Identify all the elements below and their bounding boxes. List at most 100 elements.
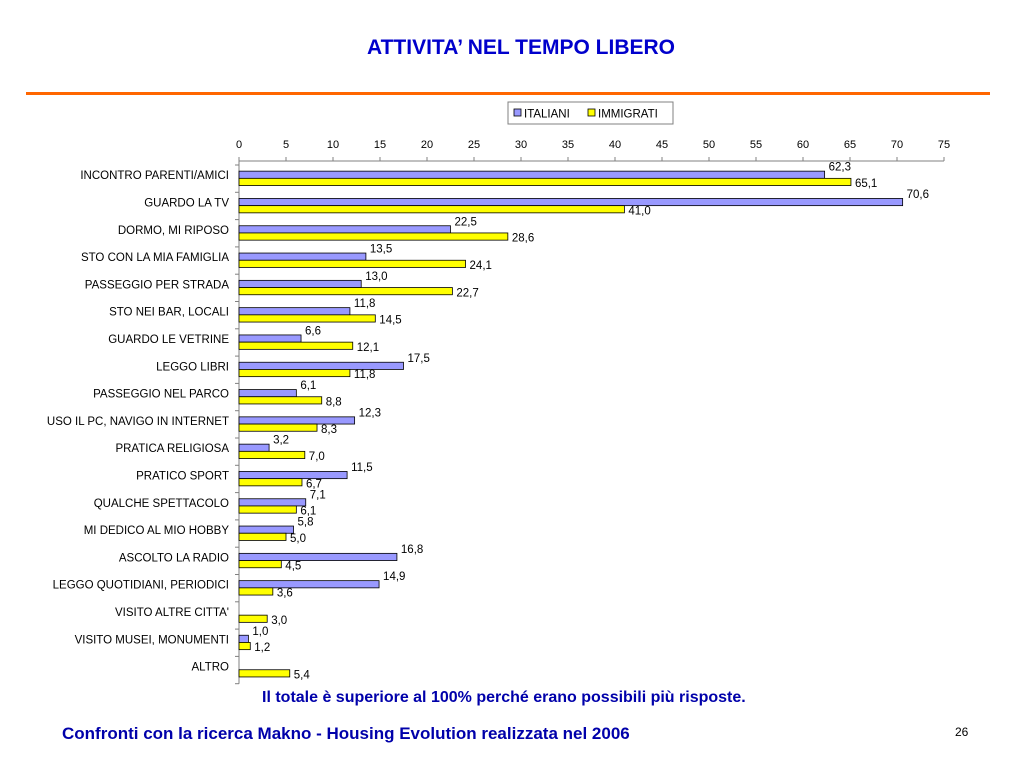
bar-italiani — [238, 279, 362, 288]
category-label: LEGGO QUOTIDIANI, PERIODICI — [53, 580, 229, 592]
data-label-immigrati: 65,1 — [855, 178, 877, 190]
category-label: PASSEGGIO NEL PARCO — [93, 389, 229, 401]
bar-immigrati — [238, 614, 268, 623]
bar-immigrati — [238, 287, 453, 296]
data-label-immigrati: 7,0 — [309, 451, 325, 463]
x-tick-label: 0 — [236, 139, 242, 151]
x-tick-label: 65 — [844, 139, 856, 151]
data-label-immigrati: 24,1 — [470, 260, 492, 272]
bar-italiani — [238, 525, 294, 534]
data-label-immigrati: 1,2 — [254, 642, 270, 654]
bar-immigrati — [238, 177, 852, 186]
bar-italiani — [238, 416, 356, 425]
data-label-italiani: 13,5 — [370, 244, 392, 256]
data-label-immigrati: 12,1 — [357, 342, 379, 354]
data-label-immigrati: 22,7 — [456, 287, 478, 299]
bar-immigrati — [238, 532, 287, 541]
category-label: STO CON LA MIA FAMIGLIA — [81, 252, 229, 264]
category-label: PRATICA RELIGIOSA — [115, 443, 229, 455]
data-label-immigrati: 41,0 — [628, 205, 650, 217]
bar-immigrati — [238, 669, 291, 678]
bar-immigrati — [238, 450, 306, 459]
x-tick-label: 50 — [703, 139, 715, 151]
data-label-italiani: 6,6 — [305, 325, 321, 337]
bar-immigrati — [238, 369, 351, 378]
category-label: PASSEGGIO PER STRADA — [85, 279, 230, 291]
bar-italiani — [238, 580, 380, 589]
data-label-immigrati: 11,8 — [354, 369, 376, 381]
x-tick-label: 75 — [938, 139, 950, 151]
data-label-italiani: 14,9 — [383, 571, 405, 583]
x-tick-label: 70 — [891, 139, 903, 151]
footer-text: Confronti con la ricerca Makno - Housing… — [62, 724, 630, 743]
category-label: STO NEI BAR, LOCALI — [109, 307, 229, 319]
category-label: GUARDO LE VETRINE — [108, 334, 229, 346]
legend-swatch-italiani — [513, 108, 522, 117]
data-label-italiani: 12,3 — [359, 407, 381, 419]
data-label-italiani: 5,8 — [298, 517, 314, 529]
x-tick-label: 5 — [283, 139, 289, 151]
bar-italiani — [238, 198, 904, 207]
data-label-italiani: 11,8 — [354, 298, 376, 310]
bar-italiani — [238, 361, 404, 370]
category-label: GUARDO LA TV — [144, 197, 229, 209]
bar-italiani — [238, 443, 270, 452]
data-label-italiani: 17,5 — [408, 353, 430, 365]
bar-italiani — [238, 334, 302, 343]
category-label: LEGGO LIBRI — [156, 361, 229, 373]
x-tick-label: 55 — [750, 139, 762, 151]
data-label-italiani: 3,2 — [273, 435, 289, 447]
x-tick-label: 40 — [609, 139, 621, 151]
category-label: DORMO, MI RIPOSO — [118, 225, 229, 237]
category-label: QUALCHE SPETTACOLO — [94, 498, 229, 510]
data-label-immigrati: 5,4 — [294, 669, 311, 681]
data-label-italiani: 11,5 — [351, 462, 373, 474]
category-label: VISITO MUSEI, MONUMENTI — [75, 634, 229, 646]
category-label: VISITO ALTRE CITTA' — [115, 607, 229, 619]
x-tick-label: 20 — [421, 139, 433, 151]
category-label: PRATICO SPORT — [136, 470, 229, 482]
data-label-italiani: 70,6 — [907, 189, 929, 201]
bar-italiani — [238, 170, 826, 179]
legend-label-immigrati: IMMIGRATI — [598, 109, 658, 121]
category-label: ASCOLTO LA RADIO — [119, 552, 229, 564]
data-label-italiani: 13,0 — [365, 271, 387, 283]
category-label: MI DEDICO AL MIO HOBBY — [84, 525, 230, 537]
legend-label-italiani: ITALIANI — [524, 109, 570, 121]
bar-immigrati — [238, 205, 625, 214]
bar-immigrati — [238, 478, 303, 487]
bar-immigrati — [238, 396, 323, 405]
bar-immigrati — [238, 314, 376, 323]
bar-italiani — [238, 307, 351, 316]
legend-swatch-immigrati — [587, 108, 596, 117]
bar-immigrati — [238, 423, 318, 432]
page-number: 26 — [955, 725, 969, 739]
data-label-immigrati: 8,3 — [321, 424, 337, 436]
bar-immigrati — [238, 259, 466, 268]
data-label-immigrati: 8,8 — [326, 396, 342, 408]
bar-immigrati — [238, 232, 509, 241]
data-label-italiani: 22,5 — [455, 216, 477, 228]
x-tick-label: 35 — [562, 139, 574, 151]
category-label: INCONTRO PARENTI/AMICI — [80, 170, 229, 182]
bar-italiani — [238, 389, 297, 398]
data-label-immigrati: 3,0 — [271, 615, 287, 627]
data-label-immigrati: 28,6 — [512, 233, 534, 245]
bar-italiani — [238, 252, 367, 261]
data-label-immigrati: 14,5 — [379, 315, 401, 327]
bar-italiani — [238, 471, 348, 480]
bar-immigrati — [238, 505, 297, 514]
data-label-italiani: 62,3 — [829, 162, 851, 174]
note-text: Il totale è superiore al 100% perché era… — [262, 689, 746, 706]
data-label-italiani: 16,8 — [401, 544, 423, 556]
bar-italiani — [238, 498, 307, 507]
x-tick-label: 60 — [797, 139, 809, 151]
x-tick-label: 30 — [515, 139, 527, 151]
category-label: ALTRO — [192, 662, 230, 674]
slide-title: ATTIVITA’ NEL TEMPO LIBERO — [366, 36, 676, 59]
x-tick-label: 15 — [374, 139, 386, 151]
data-label-immigrati: 6,1 — [300, 506, 316, 518]
bar-immigrati — [238, 587, 274, 596]
data-label-immigrati: 6,7 — [306, 478, 322, 490]
category-label: USO IL PC, NAVIGO IN INTERNET — [47, 416, 229, 428]
